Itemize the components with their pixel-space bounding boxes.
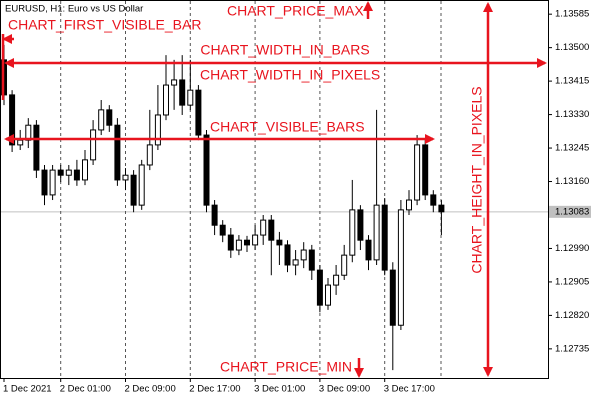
candle-body (154, 114, 161, 146)
candle-body (9, 94, 16, 146)
y-tick-label: 1.13415 (555, 76, 589, 87)
candle-body (381, 204, 388, 271)
candle-body (195, 89, 202, 136)
candle-body (365, 239, 372, 261)
annotation: CHART_PRICE_MAX (227, 3, 364, 19)
candle-body (82, 159, 88, 181)
candle-body (422, 144, 429, 196)
x-tick-label: 3 Dec 01:00 (254, 384, 305, 395)
candle-body (414, 144, 421, 201)
candle-body (114, 124, 121, 181)
annotation: CHART_HEIGHT_IN_PIXELS (469, 86, 485, 273)
y-tick-label: 1.12735 (555, 343, 589, 354)
x-tick-label: 3 Dec 17:00 (384, 384, 435, 395)
candle-body (146, 144, 153, 166)
current-price-box (549, 205, 591, 218)
y-tick-label: 1.13160 (555, 176, 589, 187)
x-tick-label: 2 Dec 01:00 (60, 384, 111, 395)
candle-body (33, 124, 40, 171)
candle-body (406, 199, 412, 211)
candle-body (244, 239, 250, 246)
x-tick-label: 1 Dec 2021 (3, 384, 52, 395)
candle-body (227, 234, 234, 251)
candle-body (90, 129, 97, 161)
annotation: CHART_FIRST_VISIBLE_BAR (8, 17, 201, 33)
candle-body (357, 209, 364, 241)
candle-body (130, 174, 137, 206)
y-tick-label: 1.12905 (555, 276, 589, 287)
chart-title: EURUSD, H1: Euro vs US Dollar (5, 4, 143, 15)
y-tick-label: 1.13500 (555, 42, 589, 53)
current-price-label: 1.13083 (555, 206, 589, 217)
candle-body (163, 84, 169, 116)
candle-body (438, 204, 445, 213)
y-tick-label: 1.13585 (555, 9, 589, 20)
candle-body (252, 234, 259, 246)
candle-body (122, 174, 129, 181)
x-tick-label: 2 Dec 17:00 (189, 384, 240, 395)
candle-body (373, 204, 380, 261)
annotation: CHART_WIDTH_IN_PIXELS (200, 67, 380, 83)
candle-body (284, 244, 291, 266)
annotation: CHART_PRICE_MIN (220, 359, 352, 375)
y-tick-label: 1.13330 (555, 109, 589, 120)
candle-body (292, 259, 299, 266)
y-tick-label: 1.12990 (555, 243, 589, 254)
candle-body (260, 219, 267, 236)
candle-body (17, 139, 24, 146)
x-tick-label: 3 Dec 09:00 (319, 384, 370, 395)
annotation: CHART_WIDTH_IN_BARS (200, 42, 369, 58)
annotation: CHART_VISIBLE_BARS (210, 119, 365, 135)
candle-body (235, 239, 242, 251)
candle-body (211, 204, 218, 226)
candle-body (341, 254, 348, 276)
candle-body (179, 79, 186, 106)
candle-body (430, 194, 437, 206)
candle-body (138, 164, 145, 206)
candle-body (389, 269, 396, 326)
candle-body (268, 219, 275, 241)
candle-body (73, 169, 80, 181)
candle-body (65, 169, 72, 176)
candle-body (49, 169, 56, 196)
axis: 1.13585 1.13500 1.13415 1.13330 1.13245 1.131… (3, 9, 591, 395)
candle-body (397, 209, 404, 326)
x-tick-label: 2 Dec 09:00 (125, 384, 176, 395)
candle-body (171, 79, 178, 86)
candle-body (203, 134, 210, 206)
candle-body (333, 274, 340, 286)
candle-body (276, 239, 283, 246)
candle-body (219, 224, 226, 236)
candle-body (57, 169, 64, 176)
candle-body (106, 109, 113, 126)
candle-body (300, 249, 307, 261)
candle-body (316, 269, 323, 306)
candle-body (308, 249, 315, 271)
candle-body (41, 169, 48, 196)
annotations: CHART_PRICE_MAX CHART_FIRST_VISIBLE_BAR … (1, 1, 547, 378)
candle-body (98, 109, 105, 131)
candle-body (187, 89, 194, 106)
candle-body (325, 284, 331, 306)
y-tick-label: 1.13245 (555, 143, 589, 154)
y-tick-label: 1.12820 (555, 310, 589, 321)
candle-body (349, 209, 356, 256)
